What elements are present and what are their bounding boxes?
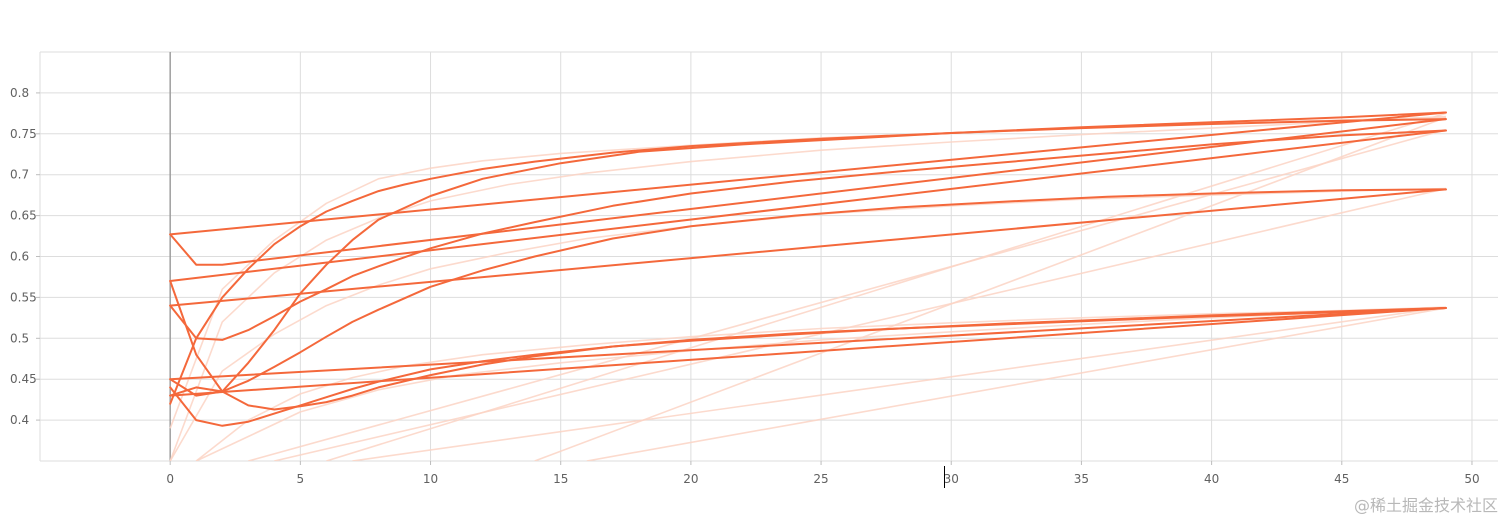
y-tick-label: 0.6 [10, 250, 29, 264]
x-tick-label: 40 [1204, 472, 1219, 486]
series-line [169, 111, 1447, 397]
y-tick-label: 0.55 [10, 290, 37, 304]
series-line [169, 111, 1447, 236]
y-tick-label: 0.8 [10, 86, 29, 100]
x-tick-label: 25 [813, 472, 828, 486]
series-line [169, 129, 1447, 341]
faint-series-layer [169, 112, 1447, 461]
x-tick-label: 50 [1464, 472, 1479, 486]
x-tick-label: 10 [423, 472, 438, 486]
x-tick-label: 20 [683, 472, 698, 486]
series-line [169, 118, 1447, 405]
series-line [169, 129, 1447, 282]
faint-series-line [248, 128, 1447, 461]
series-line [169, 280, 1447, 411]
y-tick-label: 0.45 [10, 372, 37, 386]
y-tick-label: 0.4 [10, 413, 29, 427]
series-line [169, 118, 1447, 266]
series-line [169, 188, 1447, 397]
x-tick-label: 15 [553, 472, 568, 486]
faint-series-line [326, 112, 1447, 461]
axis-layer: 0.4 0.45 0.5 0.55 0.6 0.65 0.7 0.75 0.8 0 5 10 15 20 2… [10, 86, 1480, 486]
y-tick-label: 0.5 [10, 331, 29, 345]
x-tick-label: 30 [944, 472, 959, 486]
series-layer [169, 111, 1447, 427]
series-line [169, 307, 1447, 381]
y-tick-label: 0.7 [10, 168, 29, 182]
faint-series-line [274, 187, 1447, 461]
faint-series-line [586, 307, 1447, 461]
x-tick-label: 35 [1074, 472, 1089, 486]
faint-series-line [195, 306, 1446, 461]
x-tick-label: 45 [1334, 472, 1349, 486]
x-tick-label: 5 [297, 472, 305, 486]
faint-series-line [169, 115, 1446, 461]
x-tick-label: 0 [166, 472, 174, 486]
watermark-text: @稀土掘金技术社区 [1353, 496, 1498, 515]
series-line [169, 188, 1447, 307]
faint-series-line [352, 306, 1447, 461]
faint-series-line [534, 116, 1447, 461]
faint-series-line [169, 187, 1446, 461]
series-line [169, 307, 1447, 427]
series-line [169, 307, 1447, 397]
y-tick-label: 0.65 [10, 209, 37, 223]
y-tick-label: 0.75 [10, 127, 37, 141]
text-cursor [944, 466, 945, 488]
